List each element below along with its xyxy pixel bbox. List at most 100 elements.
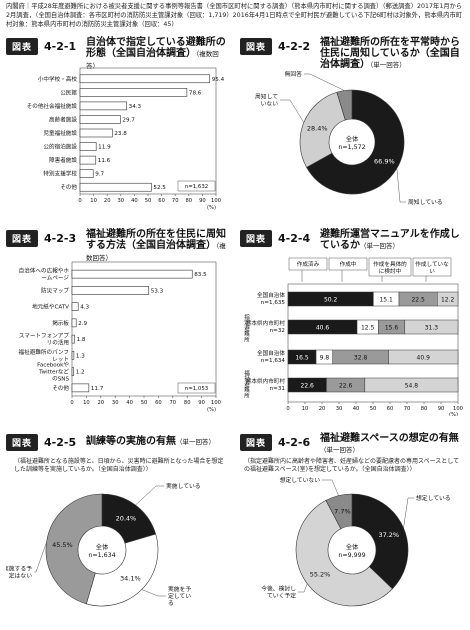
category-label: 自治体への広報やホ	[19, 267, 70, 275]
pie-slice	[306, 89, 405, 195]
n-box	[177, 180, 216, 192]
slice-label: 定はない	[9, 572, 32, 580]
category-label: 障害者施設	[49, 156, 77, 164]
category-label: Twitterなど	[38, 368, 69, 376]
value-label: 1.2	[76, 370, 85, 376]
figure-header: 図表 4-2-6	[240, 432, 310, 452]
leader-line	[135, 485, 164, 506]
figure-title: 福祉避難スペースの想定の有無 （単一回答）	[320, 433, 459, 454]
legend-box	[328, 257, 368, 271]
bar	[79, 182, 152, 192]
slice-label: る	[168, 600, 174, 607]
segment-value-label: 12.2	[441, 297, 455, 304]
figure-tag: 図表	[6, 229, 39, 247]
bar	[79, 142, 97, 151]
n-label: n=1,632	[185, 184, 208, 190]
legend-label: 作成を具体的	[373, 260, 407, 268]
tick-label: 0	[78, 198, 81, 204]
slice-label: 周知している	[408, 198, 443, 206]
value-label: 78.6	[189, 90, 202, 96]
pie-slice	[299, 91, 346, 168]
slice-label: 想定している	[416, 494, 451, 502]
tick-label: 50	[370, 406, 377, 412]
category-label: 地元紙やCATV	[32, 303, 69, 311]
legend-label: 作成していな	[415, 260, 449, 268]
slice-value-label: 20.4%	[116, 514, 137, 522]
segment-value-label: 32.8	[354, 355, 368, 362]
figure-number: 4-2-4	[278, 231, 311, 245]
bar	[71, 351, 75, 360]
tick-label: 70	[172, 198, 179, 204]
center-label: n=1,634	[88, 552, 115, 559]
tick-label: 20	[319, 406, 326, 412]
leader-line	[304, 73, 345, 91]
segment-value-label: 40.6	[316, 325, 330, 332]
group-label: 福祉避難所	[243, 369, 250, 399]
category-label: スマートフォンアプ	[19, 333, 70, 340]
figure-4-2-4: 図表 4-2-4 避難所運営マニュアルを作成しているか（単一回答） 作成済み 作成…	[240, 228, 464, 416]
bar	[71, 318, 77, 328]
segment-value-label: 15.6	[385, 325, 399, 332]
tick-label: 50	[145, 198, 152, 204]
figure-subtitle: （福祉避難所となる施設等と、日頃から、災害時に避難所となった場合を想定した訓練等…	[14, 458, 224, 473]
value-label: 1.8	[77, 337, 86, 343]
slice-value-label: 66.9%	[374, 157, 395, 165]
tick-label: 100	[211, 198, 221, 204]
category-label: ームページ	[41, 275, 69, 282]
tick-label: 80	[184, 400, 191, 406]
figure-title: 自治体で指定している避難所の形態（全国自治体調査）（複数回答）	[86, 37, 226, 70]
slice-label: 今後、検討し	[261, 585, 296, 593]
value-label: 95.4	[212, 77, 225, 83]
tick-label: 90	[198, 400, 205, 406]
bar	[79, 115, 121, 124]
slice-value-label: 7.7%	[334, 508, 351, 516]
center-label: 全体	[346, 134, 359, 143]
bar	[71, 302, 79, 311]
legend-label: 作成済み	[297, 260, 320, 268]
value-label: 9.7	[95, 172, 104, 178]
tick-label: 10	[302, 406, 309, 412]
legend-box	[288, 257, 328, 271]
segment-value-label: 22.5	[411, 297, 425, 304]
tick-label: 60	[158, 198, 165, 204]
bar	[71, 286, 150, 295]
tick-label: 90	[438, 406, 445, 412]
tick-label: 20	[97, 400, 104, 406]
category-label: n=1,634	[261, 358, 286, 364]
pie-slice	[325, 493, 353, 530]
axis-unit: (%)	[449, 412, 458, 416]
slice-label: 実施を予	[168, 585, 191, 593]
tick-label: 60	[387, 406, 394, 412]
figure-number: 4-2-6	[278, 435, 311, 449]
slice-label: 実施する予	[6, 565, 32, 573]
bar-chart: 小中学校・高校 95.4 公民館 78.6 その他社会福祉施設 34.3 高齢者施設 29.7…	[27, 67, 225, 211]
figure-tag: 図表	[6, 37, 39, 55]
figure-number: 4-2-1	[44, 39, 77, 53]
legend-box	[412, 257, 452, 277]
figure-tag: 図表	[6, 433, 39, 451]
figure-tag: 図表	[240, 229, 273, 247]
value-label: 52.5	[153, 185, 166, 191]
value-label: 11.7	[91, 386, 104, 392]
figure-4-2-6: 図表 4-2-6 福祉避難スペースの想定の有無 （単一回答） （指定避難所内に高齢…	[240, 432, 464, 626]
category-label: 高齢者施設	[49, 115, 77, 123]
slice-label: 周知して	[255, 93, 278, 101]
segment-value-label: 9.8	[320, 355, 330, 362]
tick-label: 0	[70, 400, 73, 406]
category-label: その他	[52, 384, 69, 392]
value-label: 4.3	[80, 305, 89, 311]
segment-value-label: 22.6	[301, 383, 315, 390]
category-label: 特別支援学校	[43, 170, 77, 178]
segment-value-label: 16.5	[295, 355, 309, 362]
slice-value-label: 28.4%	[307, 124, 328, 132]
segment-value-label: 22.6	[339, 383, 353, 390]
value-label: 11.6	[98, 158, 111, 164]
figure-number: 4-2-3	[44, 231, 77, 245]
legend-label: に検討中	[379, 267, 402, 275]
category-label: 全国自治体	[257, 349, 285, 357]
category-label: リの活用	[47, 339, 69, 347]
figure-title: 避難所運営マニュアルを作成しているか（単一回答）	[320, 229, 460, 251]
segment-value-label: 15.1	[379, 297, 393, 304]
